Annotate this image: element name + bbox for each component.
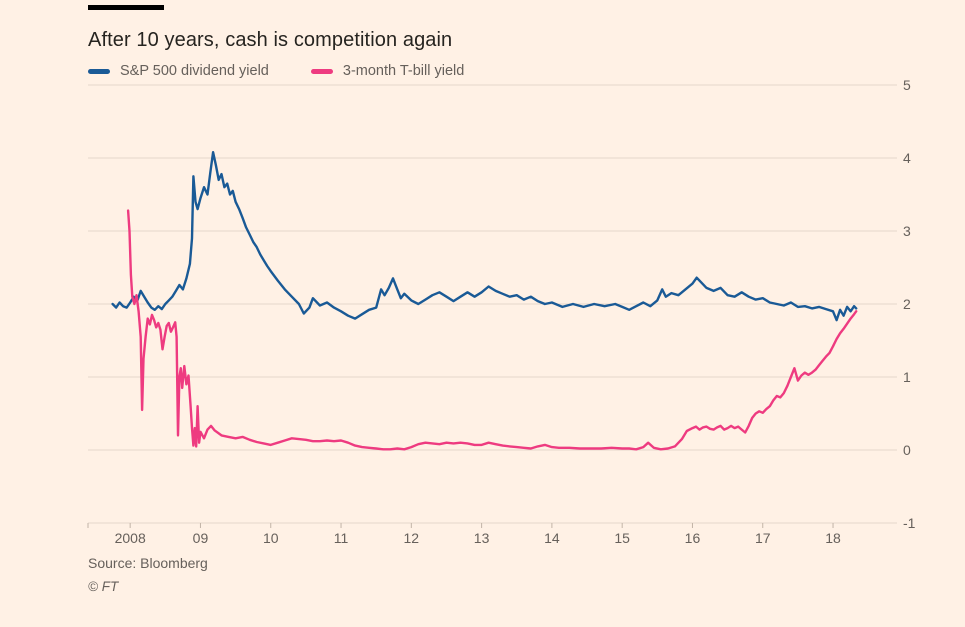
y-tick-label-3: 3	[903, 223, 911, 239]
y-tick-label--1: -1	[903, 515, 916, 531]
x-tick-label-18: 18	[825, 530, 841, 546]
x-tick-label-09: 09	[192, 530, 209, 546]
tbill-line-swatch	[310, 68, 333, 74]
legend-label-tbill: 3-month T-bill yield	[342, 63, 465, 79]
legend-item-sp500: S&P 500 dividend yield	[88, 63, 269, 79]
x-tick-label-12: 12	[403, 530, 420, 546]
x-tick-label-2008: 2008	[114, 530, 146, 546]
y-tick-label-5: 5	[903, 77, 911, 93]
title-rule	[88, 5, 164, 10]
series-line-tbill	[126, 209, 858, 451]
x-tick-label-14: 14	[544, 530, 560, 546]
x-tick-label-15: 15	[614, 530, 630, 546]
series-line-sp500	[111, 150, 858, 322]
legend-item-tbill: 3-month T-bill yield	[310, 63, 465, 79]
sp500-line-swatch	[88, 68, 110, 74]
ft-copyright-mark: © FT	[88, 579, 119, 594]
source-line: Source: Bloomberg	[88, 555, 208, 571]
chart-title: After 10 years, cash is competition agai…	[88, 29, 453, 51]
legend-label-sp500: S&P 500 dividend yield	[120, 63, 269, 79]
x-tick-label-10: 10	[262, 530, 279, 546]
x-tick-label-11: 11	[333, 530, 349, 546]
y-tick-label-4: 4	[903, 150, 911, 166]
chart-legend: S&P 500 dividend yield 3-month T-bill yi…	[88, 63, 464, 79]
y-tick-label-1: 1	[903, 369, 911, 385]
x-tick-label-13: 13	[473, 530, 490, 546]
x-tick-label-17: 17	[754, 530, 771, 546]
x-tick-label-16: 16	[684, 530, 701, 546]
y-tick-label-2: 2	[903, 296, 911, 312]
y-tick-label-0: 0	[903, 442, 911, 458]
